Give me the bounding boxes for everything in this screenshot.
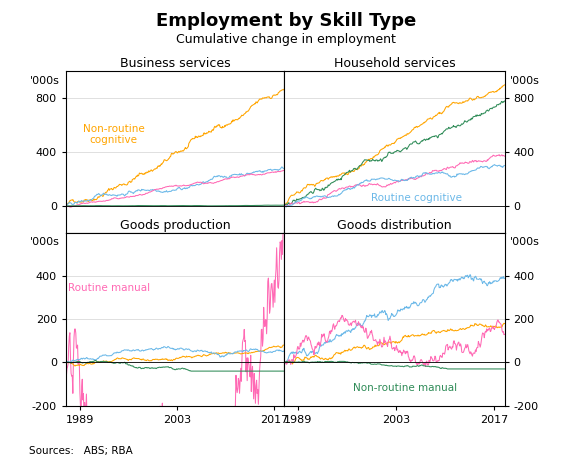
- Text: Non-routine
cognitive: Non-routine cognitive: [83, 124, 145, 145]
- Title: Business services: Business services: [120, 57, 231, 70]
- Text: '000s: '000s: [510, 76, 540, 86]
- Text: Employment by Skill Type: Employment by Skill Type: [156, 12, 416, 30]
- Text: Routine manual: Routine manual: [69, 283, 150, 293]
- Text: '000s: '000s: [510, 237, 540, 248]
- Text: Non-routine manual: Non-routine manual: [353, 384, 458, 393]
- Text: Routine cognitive: Routine cognitive: [371, 193, 462, 203]
- Title: Goods production: Goods production: [120, 219, 231, 231]
- Text: '000s: '000s: [30, 237, 60, 248]
- Text: Cumulative change in employment: Cumulative change in employment: [176, 33, 396, 46]
- Title: Household services: Household services: [333, 57, 455, 70]
- Title: Goods distribution: Goods distribution: [337, 219, 452, 231]
- Text: '000s: '000s: [30, 76, 60, 86]
- Text: Sources:   ABS; RBA: Sources: ABS; RBA: [29, 446, 132, 456]
